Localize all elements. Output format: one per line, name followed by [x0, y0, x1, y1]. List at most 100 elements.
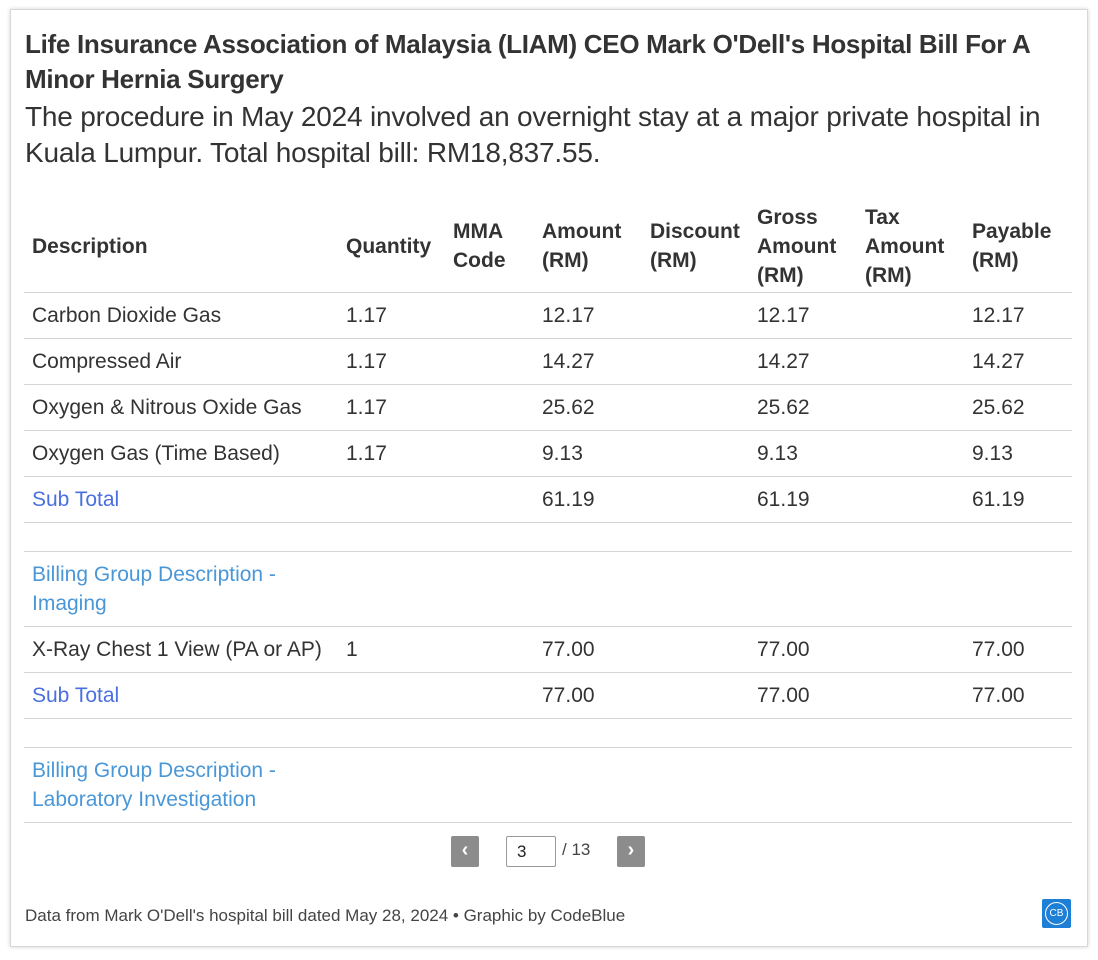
- value-cell: 1.17: [338, 292, 445, 339]
- value-cell: [964, 747, 1072, 823]
- codeblue-logo-icon[interactable]: CB: [1042, 899, 1071, 928]
- value-cell: [445, 292, 534, 339]
- value-cell: 61.19: [534, 476, 642, 523]
- chart-title: Life Insurance Association of Malaysia (…: [25, 29, 1030, 94]
- column-header[interactable]: Discount (RM): [642, 200, 749, 293]
- chart-container: Life Insurance Association of Malaysia (…: [10, 9, 1088, 947]
- column-header[interactable]: Payable (RM): [964, 200, 1072, 293]
- value-cell: 1.17: [338, 384, 445, 431]
- value-cell: [857, 338, 964, 385]
- value-cell: 61.19: [964, 476, 1072, 523]
- value-cell: [642, 522, 749, 552]
- description-cell: Oxygen Gas (Time Based): [24, 430, 338, 477]
- value-cell: [338, 747, 445, 823]
- description-cell: X-Ray Chest 1 View (PA or AP): [24, 626, 338, 673]
- value-cell: 77.00: [749, 626, 857, 673]
- value-cell: 9.13: [534, 430, 642, 477]
- value-cell: [749, 718, 857, 748]
- table-header-row: Description Quantity MMA Code Amount (RM…: [24, 200, 1072, 293]
- value-cell: [857, 384, 964, 431]
- value-cell: 12.17: [534, 292, 642, 339]
- value-cell: [857, 476, 964, 523]
- page-number-input[interactable]: [506, 836, 556, 867]
- previous-page-button[interactable]: ‹: [451, 836, 479, 867]
- value-cell: 1.17: [338, 430, 445, 477]
- value-cell: [964, 522, 1072, 552]
- value-cell: [534, 747, 642, 823]
- value-cell: [749, 747, 857, 823]
- value-cell: [445, 626, 534, 673]
- value-cell: 1: [338, 626, 445, 673]
- value-cell: [642, 476, 749, 523]
- chart-subtitle: The procedure in May 2024 involved an ov…: [25, 101, 1041, 168]
- group-header-row: Billing Group Description - Laboratory I…: [24, 747, 1072, 823]
- table-row: Oxygen & Nitrous Oxide Gas 1.17 25.62 25.62…: [24, 384, 1072, 431]
- value-cell: [642, 338, 749, 385]
- value-cell: 14.27: [964, 338, 1072, 385]
- next-page-button[interactable]: ›: [617, 836, 645, 867]
- value-cell: 12.17: [749, 292, 857, 339]
- value-cell: 14.27: [534, 338, 642, 385]
- value-cell: 25.62: [964, 384, 1072, 431]
- table-row: X-Ray Chest 1 View (PA or AP) 1 77.00 77.00…: [24, 626, 1072, 673]
- value-cell: [445, 476, 534, 523]
- description-cell: Compressed Air: [24, 338, 338, 385]
- value-cell: [964, 551, 1072, 627]
- value-cell: [534, 522, 642, 552]
- value-cell: [642, 430, 749, 477]
- value-cell: [857, 672, 964, 719]
- value-cell: [534, 718, 642, 748]
- value-cell: [857, 522, 964, 552]
- value-cell: [642, 747, 749, 823]
- logo-mark: CB: [1045, 902, 1068, 925]
- value-cell: [749, 522, 857, 552]
- value-cell: [338, 522, 445, 552]
- value-cell: [749, 551, 857, 627]
- value-cell: [642, 384, 749, 431]
- value-cell: 77.00: [534, 626, 642, 673]
- column-header[interactable]: Quantity: [338, 200, 445, 293]
- description-cell: Oxygen & Nitrous Oxide Gas: [24, 384, 338, 431]
- value-cell: [964, 718, 1072, 748]
- column-header[interactable]: Gross Amount (RM): [749, 200, 857, 293]
- description-cell: Carbon Dioxide Gas: [24, 292, 338, 339]
- value-cell: 1.17: [338, 338, 445, 385]
- value-cell: [857, 292, 964, 339]
- value-cell: [445, 551, 534, 627]
- value-cell: [338, 551, 445, 627]
- column-header[interactable]: Description: [24, 200, 338, 293]
- value-cell: 12.17: [964, 292, 1072, 339]
- value-cell: [338, 718, 445, 748]
- subtotal-row: Sub Total 61.19 61.19 61.19: [24, 476, 1072, 523]
- value-cell: [642, 718, 749, 748]
- description-cell: Billing Group Description - Imaging: [24, 551, 338, 627]
- table-row: Oxygen Gas (Time Based) 1.17 9.13 9.13 9.13: [24, 430, 1072, 477]
- description-cell: Sub Total: [24, 476, 338, 523]
- value-cell: [338, 672, 445, 719]
- pagination: ‹ / 13 ›: [11, 836, 1089, 868]
- value-cell: 77.00: [964, 672, 1072, 719]
- table-row: Compressed Air 1.17 14.27 14.27 14.27: [24, 338, 1072, 385]
- value-cell: [857, 430, 964, 477]
- value-cell: 77.00: [964, 626, 1072, 673]
- subtotal-row: Sub Total 77.00 77.00 77.00: [24, 672, 1072, 719]
- bill-table-container: Description Quantity MMA Code Amount (RM…: [24, 200, 1072, 823]
- value-cell: 77.00: [749, 672, 857, 719]
- value-cell: [534, 551, 642, 627]
- table-row: Carbon Dioxide Gas 1.17 12.17 12.17 12.17: [24, 292, 1072, 339]
- value-cell: [642, 551, 749, 627]
- value-cell: [642, 292, 749, 339]
- value-cell: [857, 626, 964, 673]
- column-header[interactable]: Amount (RM): [534, 200, 642, 293]
- value-cell: [857, 718, 964, 748]
- value-cell: [445, 522, 534, 552]
- spacer-row: [24, 522, 1072, 552]
- column-header[interactable]: MMA Code: [445, 200, 534, 293]
- value-cell: 25.62: [534, 384, 642, 431]
- value-cell: [642, 672, 749, 719]
- table-body: Carbon Dioxide Gas 1.17 12.17 12.17 12.17 Com…: [24, 292, 1072, 823]
- column-header[interactable]: Tax Amount (RM): [857, 200, 964, 293]
- value-cell: [445, 430, 534, 477]
- bill-table: Description Quantity MMA Code Amount (RM…: [24, 200, 1072, 823]
- value-cell: 77.00: [534, 672, 642, 719]
